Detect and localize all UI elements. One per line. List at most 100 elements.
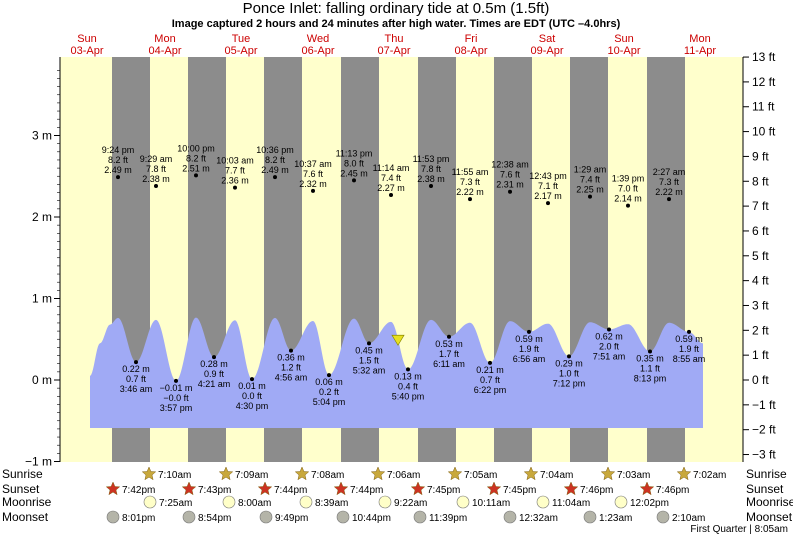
low-tide-meters: 0.59 m — [515, 334, 543, 344]
y-left-tick-label: 0 m — [32, 373, 52, 387]
high-tide-feet: 7.8 ft — [146, 164, 167, 174]
high-tide-time: 10:00 pm — [177, 143, 215, 153]
sunset-time: 7:44pm — [274, 485, 307, 496]
current-level-marker — [391, 334, 405, 346]
high-tide-meters: 2.31 m — [496, 180, 524, 190]
low-tide-feet: 0.4 ft — [398, 381, 419, 391]
high-tide-meters: 2.36 m — [221, 176, 249, 186]
high-tide-time: 1:29 am — [574, 165, 607, 175]
low-tide-meters: 0.53 m — [435, 339, 463, 349]
moon-icon — [299, 495, 313, 509]
high-tide-point — [273, 175, 277, 180]
low-tide-point — [250, 377, 254, 382]
row-label-left: Sunset — [2, 482, 40, 496]
y-right-tick-label: 1 ft — [752, 348, 769, 362]
low-tide-feet: 1.5 ft — [359, 355, 380, 365]
low-tide-meters: 0.01 m — [238, 381, 266, 391]
moonset-time: 2:10am — [672, 513, 705, 524]
row-label-right: Sunrise — [746, 467, 787, 481]
low-tide-time: 6:22 pm — [474, 385, 507, 395]
low-tide-meters: 0.29 m — [555, 358, 583, 368]
moonrise-time: 10:11am — [472, 498, 510, 509]
sunrise-time: 7:04am — [540, 470, 573, 481]
sunset-time: 7:45pm — [427, 485, 460, 496]
day-date-label: 11-Apr — [684, 45, 717, 57]
high-tide-point — [468, 197, 472, 202]
sun-star-icon — [333, 481, 349, 496]
high-tide-point — [546, 201, 550, 206]
sun-star-icon — [447, 466, 463, 481]
moon-icon — [336, 510, 350, 524]
low-tide-time: 7:51 am — [593, 351, 626, 361]
row-label-left: Sunrise — [2, 467, 43, 481]
day-date-label: 05-Apr — [224, 45, 257, 57]
low-tide-feet: 0.9 ft — [204, 369, 225, 379]
high-tide-meters: 2.17 m — [534, 191, 562, 201]
high-tide-time: 11:55 am — [452, 167, 489, 177]
high-tide-time: 11:14 am — [373, 163, 410, 173]
high-tide-meters: 2.22 m — [655, 187, 683, 197]
sun-star-icon — [181, 481, 197, 496]
moon-icon — [222, 495, 236, 509]
high-tide-point — [154, 184, 158, 189]
high-tide-time: 11:53 pm — [413, 154, 450, 164]
high-tide-time: 9:29 am — [140, 154, 173, 164]
low-tide-meters: 0.22 m — [122, 364, 150, 374]
chart-title: Ponce Inlet: falling ordinary tide at 0.… — [243, 0, 550, 17]
moonrise-time: 8:00am — [238, 498, 271, 509]
y-right-tick-label: 12 ft — [752, 75, 776, 89]
row-label-left: Moonset — [2, 510, 49, 524]
day-date-label: 06-Apr — [301, 45, 334, 57]
row-label-right: Sunset — [746, 482, 784, 496]
low-tide-point — [648, 349, 652, 354]
high-tide-time: 10:36 pm — [256, 145, 294, 155]
y-right-tick-label: 9 ft — [752, 149, 769, 163]
day-name-label: Sat — [539, 33, 556, 45]
high-tide-point — [352, 178, 356, 183]
sunset-time: 7:43pm — [198, 485, 231, 496]
sunrise-time: 7:02am — [693, 470, 726, 481]
low-tide-feet: 1.7 ft — [439, 349, 460, 359]
y-right-tick-label: 10 ft — [752, 125, 776, 139]
moon-icon — [583, 510, 597, 524]
y-right-tick-label: 2 ft — [752, 323, 769, 337]
low-tide-time: 4:30 pm — [236, 401, 269, 411]
moonrise-time: 9:22am — [394, 498, 427, 509]
low-tide-meters: 0.36 m — [277, 353, 305, 363]
high-tide-meters: 2.45 m — [340, 168, 368, 178]
y-right-tick-label: −1 ft — [752, 398, 776, 412]
day-name-label: Tue — [232, 33, 251, 45]
high-tide-feet: 7.6 ft — [500, 170, 521, 180]
low-tide-feet: 0.7 ft — [480, 375, 501, 385]
high-tide-feet: 7.7 ft — [225, 166, 246, 176]
low-tide-point — [687, 329, 691, 334]
day-date-label: 07-Apr — [377, 45, 410, 57]
moon-icon — [413, 510, 427, 524]
high-tide-meters: 2.22 m — [456, 187, 484, 197]
sun-star-icon — [294, 466, 310, 481]
day-name-label: Thu — [385, 33, 404, 45]
sun-star-icon — [218, 466, 234, 481]
high-tide-feet: 7.0 ft — [618, 184, 639, 194]
low-tide-time: 5:04 pm — [313, 397, 346, 407]
moon-icon — [259, 510, 273, 524]
moonset-time: 1:23am — [599, 513, 632, 524]
moon-icon — [536, 495, 550, 509]
sun-star-icon — [600, 466, 616, 481]
sun-star-icon — [410, 481, 426, 496]
sun-star-icon — [563, 481, 579, 496]
high-tide-feet: 7.6 ft — [303, 169, 324, 179]
row-label-left: Moonrise — [2, 495, 52, 509]
moon-icon — [456, 495, 470, 509]
sunrise-time: 7:03am — [617, 470, 650, 481]
high-tide-meters: 2.25 m — [576, 185, 604, 195]
high-tide-time: 1:39 pm — [612, 174, 645, 184]
high-tide-feet: 7.3 ft — [659, 177, 680, 187]
low-tide-feet: 0.0 ft — [242, 391, 263, 401]
high-tide-point — [508, 189, 512, 194]
low-tide-point — [527, 329, 531, 334]
high-tide-point — [311, 188, 315, 193]
day-name-label: Mon — [154, 33, 175, 45]
high-tide-feet: 7.8 ft — [421, 164, 442, 174]
